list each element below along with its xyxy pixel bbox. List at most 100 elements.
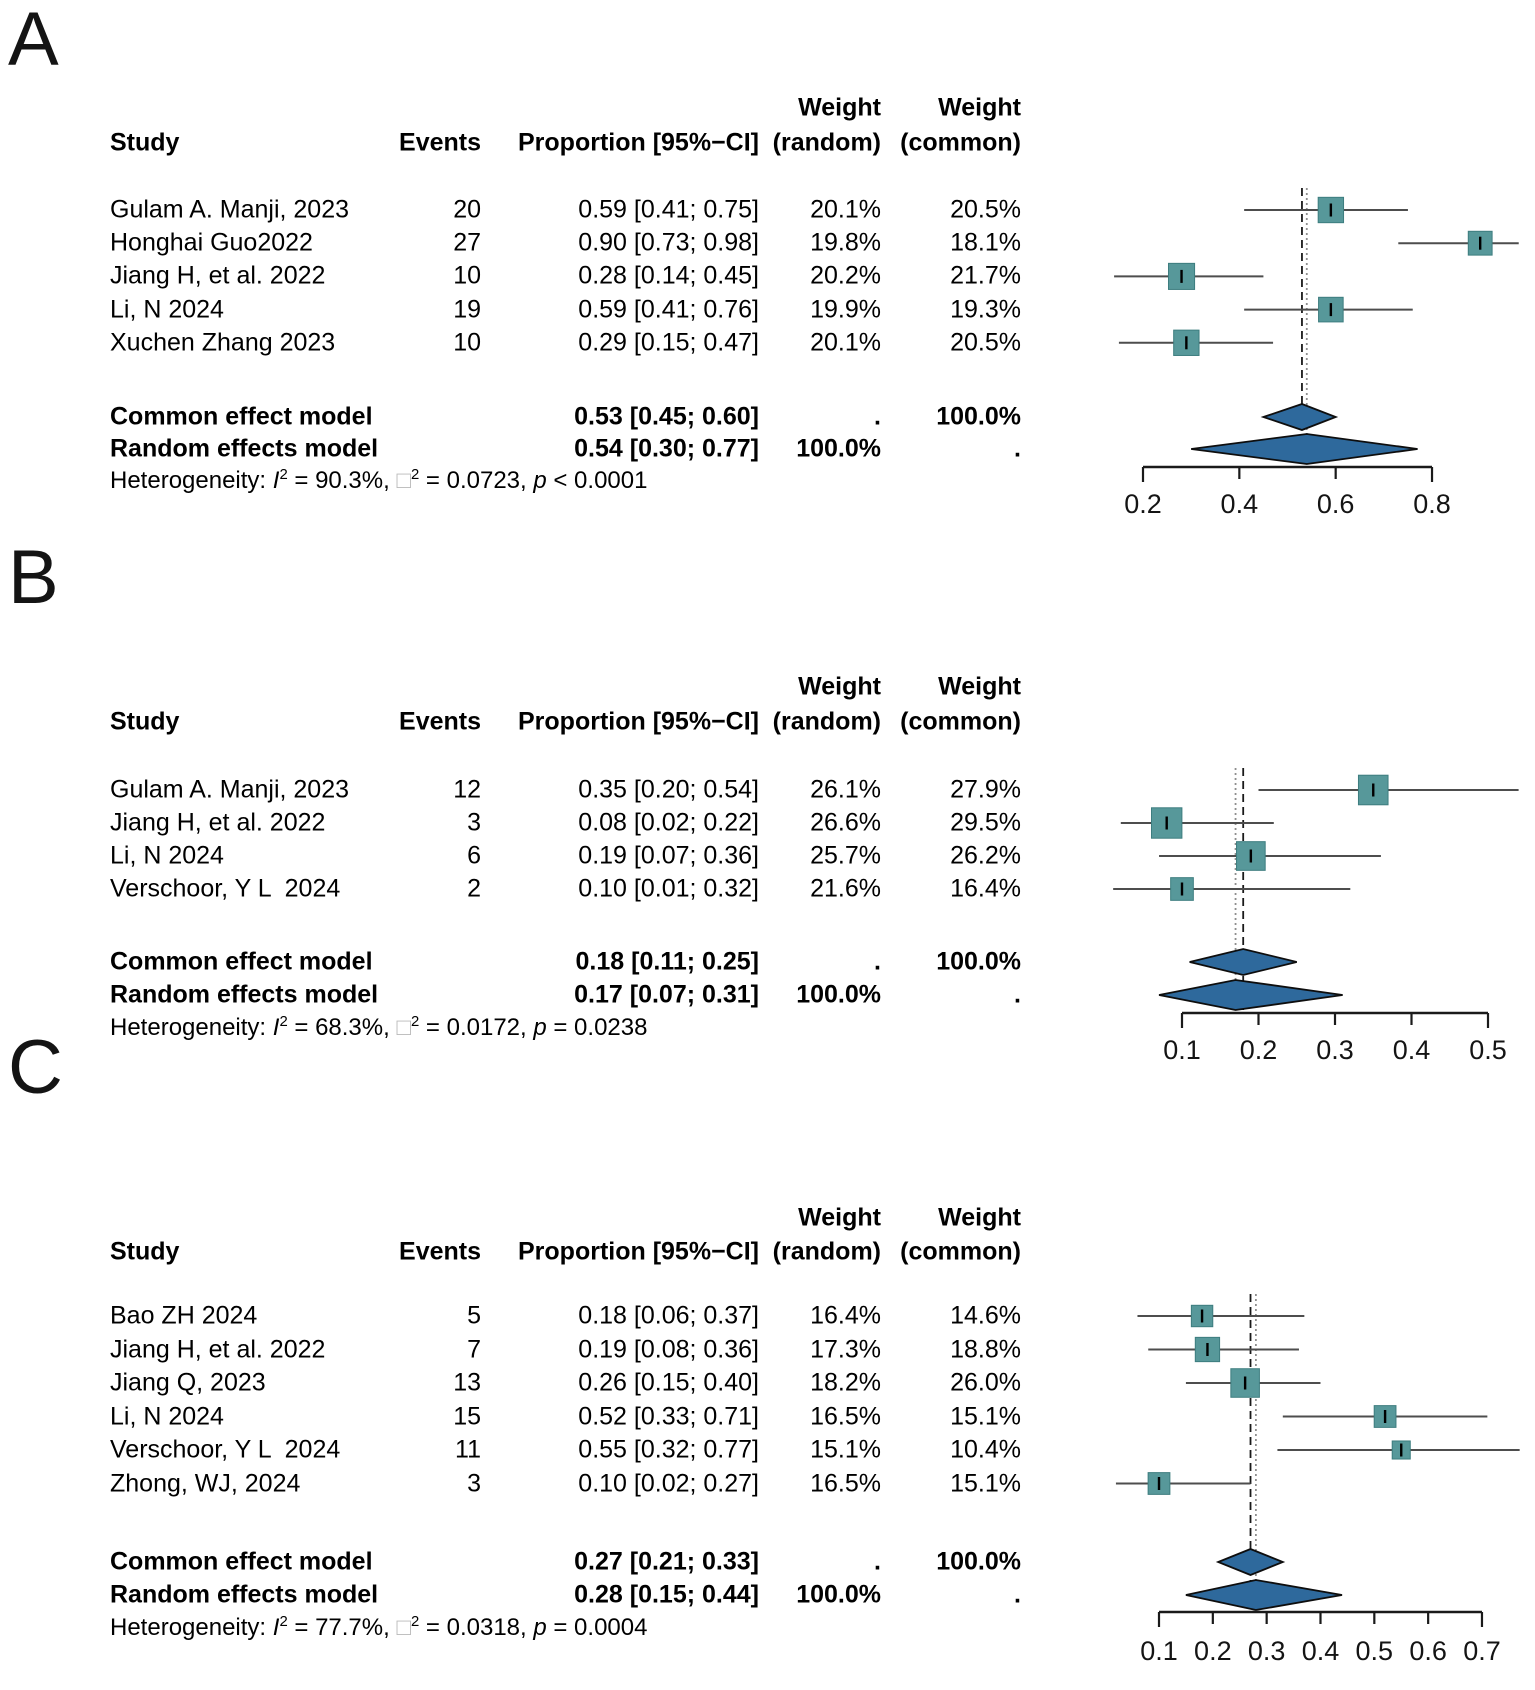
- study-name: Li, N 2024: [110, 1401, 224, 1430]
- random-effect-diamond: [1191, 433, 1418, 465]
- model-proportion-ci: 0.18 [0.11; 0.25]: [575, 947, 759, 976]
- weight-common-value: 15.1%: [950, 1468, 1021, 1497]
- axis-tick-label: 0.8: [1413, 489, 1451, 520]
- model-weight-random: .: [874, 1547, 881, 1576]
- col-header-weight-random: Weight: [798, 93, 881, 122]
- model-proportion-ci: 0.17 [0.07; 0.31]: [574, 980, 759, 1009]
- proportion-ci-value: 0.59 [0.41; 0.75]: [578, 195, 759, 224]
- col-header-proportion: Proportion [95%−CI]: [518, 707, 759, 736]
- weight-random-value: 15.1%: [810, 1435, 881, 1464]
- proportion-ci-value: 0.26 [0.15; 0.40]: [578, 1368, 759, 1397]
- weight-common-value: 14.6%: [950, 1301, 1021, 1330]
- random-effect-diamond: [1158, 979, 1343, 1011]
- events-value: 10: [453, 328, 481, 357]
- weight-random-value: 26.1%: [810, 775, 881, 804]
- model-weight-random: .: [874, 402, 881, 431]
- study-name: Jiang H, et al. 2022: [110, 261, 326, 290]
- model-weight-random: 100.0%: [796, 434, 881, 463]
- col-header-events: Events: [399, 128, 481, 157]
- weight-random-value: 20.1%: [810, 328, 881, 357]
- axis-tick-label: 0.1: [1163, 1035, 1201, 1066]
- proportion-ci-value: 0.28 [0.14; 0.45]: [578, 261, 759, 290]
- common-effect-diamond: [1260, 403, 1339, 431]
- events-value: 7: [467, 1334, 481, 1363]
- axis-tick-label: 0.4: [1392, 1035, 1431, 1066]
- axis-tick-label: 0.6: [1316, 489, 1355, 520]
- col-header-weight-common: Weight: [938, 93, 1021, 122]
- study-name: Li, N 2024: [110, 294, 224, 323]
- study-name: Xuchen Zhang 2023: [110, 328, 336, 357]
- model-proportion-ci: 0.27 [0.21; 0.33]: [574, 1547, 759, 1576]
- axis-tick-label: 0.1: [1140, 1636, 1178, 1667]
- study-square: [1173, 329, 1200, 356]
- weight-common-value: 19.3%: [950, 294, 1021, 323]
- events-value: 20: [453, 195, 481, 224]
- weight-random-value: 16.5%: [810, 1401, 881, 1430]
- events-value: 11: [455, 1435, 481, 1464]
- col-header-weight-random: Weight: [798, 1203, 881, 1232]
- col-header-weight-common: Weight: [938, 672, 1021, 701]
- weight-common-value: 26.0%: [950, 1368, 1021, 1397]
- model-weight-common: .: [1014, 434, 1021, 463]
- weight-random-value: 16.5%: [810, 1468, 881, 1497]
- proportion-ci-value: 0.55 [0.32; 0.77]: [578, 1435, 759, 1464]
- weight-random-value: 19.9%: [810, 294, 881, 323]
- col-header-weight-common: (common): [900, 1237, 1021, 1266]
- model-weight-random: 100.0%: [796, 980, 881, 1009]
- col-header-weight-random: (random): [772, 707, 881, 736]
- weight-random-value: 17.3%: [810, 1334, 881, 1363]
- model-label: Random effects model: [110, 434, 379, 463]
- proportion-ci-value: 0.19 [0.07; 0.36]: [578, 841, 759, 870]
- model-weight-random: .: [874, 947, 881, 976]
- model-label: Common effect model: [110, 402, 373, 431]
- weight-common-value: 20.5%: [950, 195, 1021, 224]
- model-weight-common: 100.0%: [936, 1547, 1021, 1576]
- weight-common-value: 18.8%: [950, 1334, 1021, 1363]
- study-name: Gulam A. Manji, 2023: [110, 195, 350, 224]
- weight-common-value: 29.5%: [950, 808, 1021, 837]
- axis-tick-label: 0.3: [1247, 1636, 1286, 1667]
- axis-tick-label: 0.4: [1220, 489, 1259, 520]
- common-effect-diamond: [1215, 1548, 1286, 1576]
- heterogeneity-text: Heterogeneity: I2 = 68.3%, □2 = 0.0172, …: [110, 1013, 648, 1041]
- study-name: Verschoor, Y L 2024: [110, 1435, 341, 1464]
- events-value: 15: [453, 1401, 481, 1430]
- col-header-events: Events: [399, 1237, 481, 1266]
- model-label: Common effect model: [110, 947, 373, 976]
- events-value: 10: [453, 261, 481, 290]
- events-value: 3: [467, 808, 481, 837]
- weight-random-value: 20.1%: [810, 195, 881, 224]
- weight-random-value: 21.6%: [810, 874, 881, 903]
- proportion-ci-value: 0.18 [0.06; 0.37]: [578, 1301, 759, 1330]
- weight-common-value: 26.2%: [950, 841, 1021, 870]
- axis-tick-label: 0.5: [1355, 1636, 1394, 1667]
- axis-tick-label: 0.7: [1463, 1636, 1501, 1667]
- model-label: Random effects model: [110, 1580, 379, 1609]
- weight-common-value: 27.9%: [950, 775, 1021, 804]
- heterogeneity-text: Heterogeneity: I2 = 90.3%, □2 = 0.0723, …: [110, 466, 648, 494]
- study-name: Zhong, WJ, 2024: [110, 1468, 301, 1497]
- proportion-ci-value: 0.29 [0.15; 0.47]: [578, 328, 759, 357]
- weight-random-value: 18.2%: [810, 1368, 881, 1397]
- weight-common-value: 18.1%: [950, 228, 1021, 257]
- model-proportion-ci: 0.53 [0.45; 0.60]: [574, 402, 759, 431]
- proportion-ci-value: 0.08 [0.02; 0.22]: [578, 808, 759, 837]
- weight-common-value: 20.5%: [950, 328, 1021, 357]
- weight-random-value: 16.4%: [810, 1301, 881, 1330]
- events-value: 27: [453, 228, 481, 257]
- weight-random-value: 26.6%: [810, 808, 881, 837]
- proportion-ci-value: 0.10 [0.02; 0.27]: [578, 1468, 759, 1497]
- study-name: Jiang H, et al. 2022: [110, 1334, 326, 1363]
- model-weight-random: 100.0%: [796, 1580, 881, 1609]
- col-header-events: Events: [399, 707, 481, 736]
- col-header-weight-random: Weight: [798, 672, 881, 701]
- axis-tick-label: 0.2: [1124, 489, 1162, 520]
- col-header-weight-random: (random): [772, 128, 881, 157]
- events-value: 3: [467, 1468, 481, 1497]
- weight-common-value: 16.4%: [950, 874, 1021, 903]
- proportion-ci-value: 0.59 [0.41; 0.76]: [578, 294, 759, 323]
- proportion-ci-value: 0.52 [0.33; 0.71]: [578, 1401, 759, 1430]
- events-value: 5: [467, 1301, 481, 1330]
- axis-tick-label: 0.6: [1409, 1636, 1447, 1667]
